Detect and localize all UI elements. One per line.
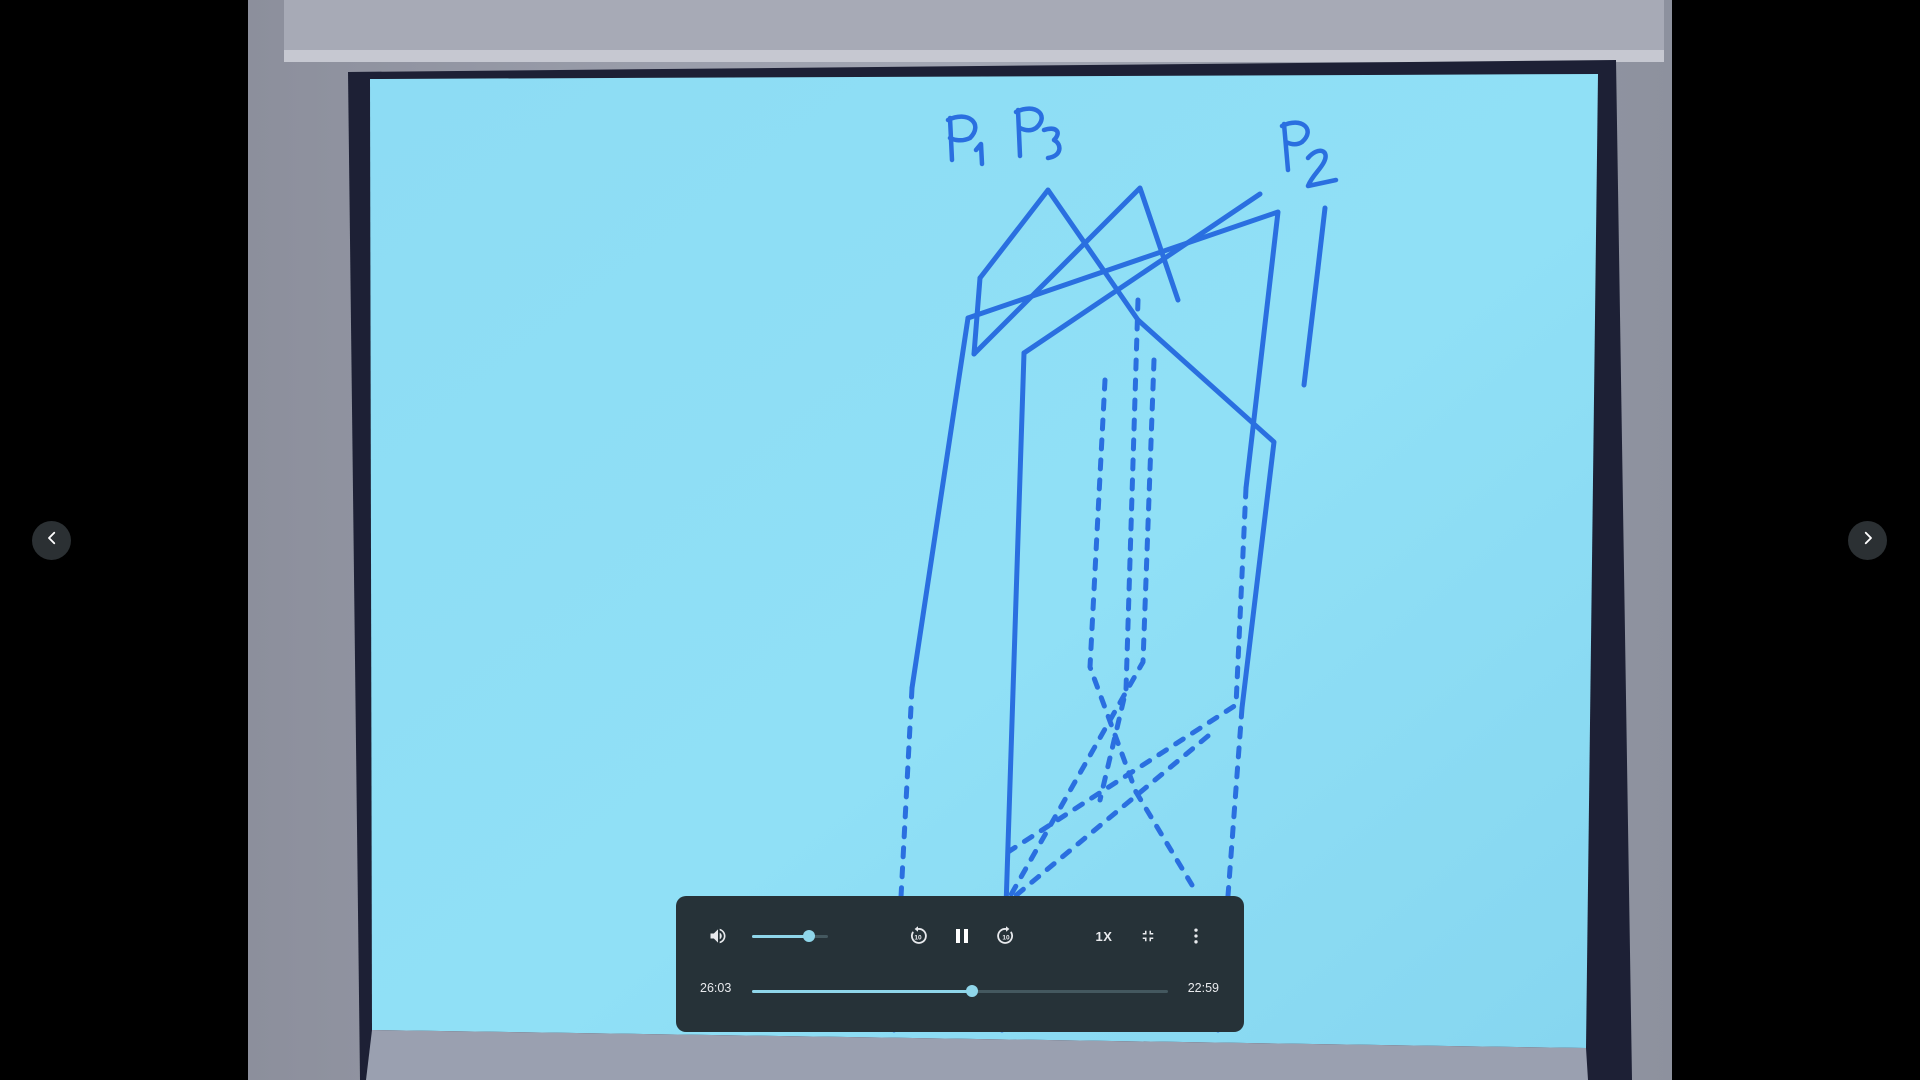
volume-up-icon [708, 926, 728, 946]
previous-button[interactable] [32, 521, 71, 560]
chevron-left-icon [43, 529, 61, 552]
svg-text:10: 10 [1002, 934, 1010, 941]
rewind-10-icon: 10 [906, 924, 930, 948]
seek-bar-thumb[interactable] [966, 985, 979, 997]
duration-time: 22:59 [1187, 981, 1219, 995]
seek-bar[interactable] [752, 985, 1168, 997]
playback-speed-label: 1X [1095, 928, 1113, 944]
playback-speed-button[interactable]: 1X [1092, 926, 1116, 946]
projector-casing [284, 0, 1664, 58]
forward-10-button[interactable]: 10 [994, 924, 1018, 948]
more-options-button[interactable] [1186, 926, 1206, 946]
svg-text:10: 10 [914, 934, 922, 941]
rewind-10-button[interactable]: 10 [906, 924, 930, 948]
chevron-right-icon [1859, 529, 1877, 552]
pause-button[interactable] [948, 922, 976, 950]
more-vert-icon [1186, 926, 1206, 946]
next-button[interactable] [1848, 521, 1887, 560]
volume-button[interactable] [708, 926, 728, 946]
volume-slider-thumb[interactable] [803, 930, 815, 942]
volume-slider[interactable] [752, 930, 828, 942]
projection-screen [370, 74, 1598, 1048]
fullscreen-exit-icon [1139, 927, 1157, 945]
pause-icon [950, 924, 974, 948]
player-controls: 10 10 1X 26:03 22 [676, 896, 1244, 1032]
current-time: 26:03 [700, 981, 732, 995]
exit-fullscreen-button[interactable] [1139, 927, 1157, 945]
forward-10-icon: 10 [994, 924, 1018, 948]
